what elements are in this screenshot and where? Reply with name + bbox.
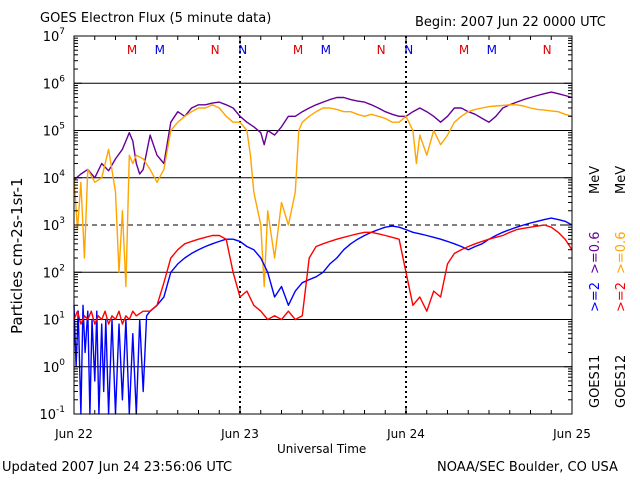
y-tick-label: 102 bbox=[43, 263, 65, 281]
y-tick-exponent: 7 bbox=[59, 27, 65, 37]
y-tick-exponent: 5 bbox=[59, 122, 65, 132]
y-tick-label: 101 bbox=[43, 311, 65, 329]
midnight-marker-label: N bbox=[211, 43, 220, 57]
y-tick-exponent: 3 bbox=[59, 216, 65, 226]
y-tick-exponent: 0 bbox=[59, 358, 65, 368]
legend-goes11-ge2: >=2 bbox=[588, 281, 603, 312]
x-tick-label: Jun 22 bbox=[54, 427, 93, 441]
y-tick-exponent: 2 bbox=[59, 263, 65, 273]
y-tick-label: 103 bbox=[43, 216, 65, 234]
y-tick-base: 10 bbox=[43, 266, 60, 281]
y-tick-label: 107 bbox=[43, 27, 65, 45]
legend-goes11-ge06: >=0.6 bbox=[588, 231, 603, 274]
grid-lines bbox=[74, 36, 572, 414]
midnight-marker-label: N bbox=[377, 43, 386, 57]
plot-frame bbox=[73, 35, 573, 415]
series-line-1 bbox=[73, 104, 573, 288]
y-tick-base: 10 bbox=[43, 172, 60, 187]
legend-goes11: GOES11 bbox=[588, 354, 603, 408]
y-tick-exponent: 4 bbox=[59, 169, 65, 179]
midnight-marker-label: M bbox=[459, 43, 469, 57]
y-tick-base: 10 bbox=[43, 361, 60, 376]
midnight-marker-label: M bbox=[293, 43, 303, 57]
midnight-marker-label: N bbox=[543, 43, 552, 57]
x-axis-title: Universal Time bbox=[277, 442, 367, 456]
y-tick-exponent: 1 bbox=[59, 311, 65, 321]
legend-goes12: GOES12 bbox=[614, 354, 629, 408]
midnight-marker-label: M bbox=[321, 43, 331, 57]
midnight-marker-label: M bbox=[127, 43, 137, 57]
y-axis-title-text: Particles cm-2s-1sr-1 bbox=[8, 177, 26, 334]
y-tick-label: 105 bbox=[43, 122, 65, 140]
midnight-marker-label: M bbox=[487, 43, 497, 57]
begin-date: Begin: 2007 Jun 22 0000 UTC bbox=[415, 15, 606, 30]
y-tick-label: 106 bbox=[43, 74, 66, 92]
y-tick-base: 10 bbox=[43, 219, 60, 234]
legend-unit-goes11: MeV bbox=[588, 165, 603, 194]
y-tick-exponent: -1 bbox=[56, 405, 65, 415]
y-tick-base: 10 bbox=[39, 408, 56, 423]
series-line-0 bbox=[73, 91, 573, 181]
data-source: NOAA/SEC Boulder, CO USA bbox=[437, 460, 618, 475]
legend-goes12-ge2: >=2 bbox=[614, 281, 629, 312]
updated-timestamp: Updated 2007 Jun 24 23:56:06 UTC bbox=[2, 460, 233, 475]
x-tick-label: Jun 24 bbox=[386, 427, 425, 441]
y-tick-label: 10-1 bbox=[39, 405, 65, 423]
series-group bbox=[73, 91, 573, 415]
y-axis-title: Particles cm-2s-1sr-1 bbox=[8, 177, 26, 334]
series-line-2 bbox=[73, 217, 573, 415]
y-tick-label: 100 bbox=[43, 358, 66, 376]
y-tick-base: 10 bbox=[43, 77, 60, 92]
y-tick-exponent: 6 bbox=[59, 74, 65, 84]
legend-goes12-ge06: >=0.6 bbox=[614, 231, 629, 274]
y-tick-base: 10 bbox=[43, 314, 60, 329]
y-tick-base: 10 bbox=[43, 125, 60, 140]
midnight-marker-label: M bbox=[155, 43, 165, 57]
x-tick-label: Jun 25 bbox=[552, 427, 591, 441]
y-tick-base: 10 bbox=[43, 30, 60, 45]
y-tick-label: 104 bbox=[43, 169, 66, 187]
x-tick-label: Jun 23 bbox=[220, 427, 259, 441]
midnight-marker-label: N bbox=[238, 43, 247, 57]
series-line-3 bbox=[73, 224, 573, 325]
midnight-marker-label: N bbox=[404, 43, 413, 57]
legend-unit-goes12: MeV bbox=[614, 165, 629, 194]
chart-title: GOES Electron Flux (5 minute data) bbox=[40, 11, 272, 26]
